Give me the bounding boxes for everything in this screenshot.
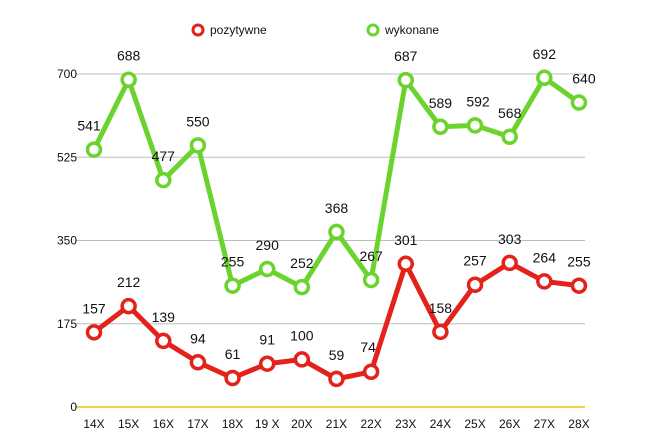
data-label: 257 <box>463 253 487 269</box>
legend-label: pozytywne <box>210 23 267 37</box>
data-label: 550 <box>186 113 210 129</box>
x-tick-label: 14X <box>83 417 104 431</box>
data-point <box>432 323 449 341</box>
data-point <box>328 370 345 388</box>
y-tick-label: 700 <box>57 67 77 81</box>
gridlines <box>75 73 585 325</box>
data-point <box>155 171 172 189</box>
data-point <box>466 276 484 293</box>
legend-item-wykonane: wykonane <box>366 23 439 37</box>
data-label: 592 <box>466 93 490 109</box>
data-label: 688 <box>117 48 141 64</box>
data-label: 59 <box>329 347 345 363</box>
data-point <box>397 255 415 273</box>
data-label: 252 <box>290 255 314 271</box>
data-point <box>224 277 241 294</box>
data-point <box>362 271 380 289</box>
data-point <box>397 71 415 89</box>
data-label: 157 <box>82 300 106 316</box>
data-label: 541 <box>77 118 101 134</box>
data-label: 301 <box>394 232 418 248</box>
y-tick-label: 525 <box>57 150 77 164</box>
data-point <box>155 332 172 350</box>
data-label: 692 <box>533 46 557 62</box>
data-point <box>501 128 518 146</box>
y-tick-label: 175 <box>57 317 77 331</box>
series-layer <box>85 69 588 388</box>
x-tick-label: 28X <box>568 417 589 431</box>
data-label: 139 <box>152 309 176 325</box>
data-point <box>293 278 311 296</box>
legend-item-pozytywne: pozytywne <box>191 23 267 37</box>
data-label: 100 <box>290 327 314 343</box>
legend-marker <box>366 23 380 37</box>
data-label: 91 <box>259 332 275 348</box>
x-tick-label: 23X <box>395 417 416 431</box>
x-tick-label: 19 X <box>255 417 280 431</box>
data-point <box>85 324 103 341</box>
data-label: 568 <box>498 105 522 121</box>
data-point <box>466 117 484 134</box>
data-point <box>293 351 311 368</box>
data-label: 267 <box>359 248 383 264</box>
y-axis-ticks: 0 175 350 525 700 <box>57 67 77 414</box>
legend-label: wykonane <box>384 23 439 37</box>
data-point <box>328 223 345 241</box>
data-point <box>224 369 241 387</box>
data-label: 687 <box>394 48 418 64</box>
data-label: 477 <box>152 148 176 164</box>
data-point <box>536 273 553 290</box>
data-point <box>189 354 207 371</box>
legend-marker <box>191 23 205 37</box>
x-tick-label: 25X <box>464 417 485 431</box>
data-label: 255 <box>567 254 591 270</box>
y-tick-label: 350 <box>57 234 77 248</box>
data-point <box>85 141 103 158</box>
legend: pozytywne wykonane <box>191 23 439 37</box>
data-label: 264 <box>533 249 557 265</box>
data-label: 212 <box>117 274 141 290</box>
data-point <box>570 277 588 294</box>
x-tick-label: 20X <box>291 417 312 431</box>
x-tick-label: 15X <box>118 417 139 431</box>
x-tick-label: 22X <box>360 417 381 431</box>
data-point <box>258 355 276 372</box>
x-tick-label: 26X <box>499 417 520 431</box>
series-pozytywne <box>85 254 588 388</box>
data-point <box>501 254 518 272</box>
data-point <box>120 71 137 88</box>
data-point <box>120 297 137 315</box>
data-label: 94 <box>190 330 206 346</box>
data-label: 158 <box>429 300 453 316</box>
x-tick-label: 17X <box>187 417 208 431</box>
data-point <box>570 94 588 111</box>
data-label: 290 <box>256 237 280 253</box>
x-tick-label: 18X <box>222 417 243 431</box>
data-point <box>258 260 276 278</box>
x-tick-label: 16X <box>153 417 174 431</box>
data-point <box>362 363 380 381</box>
data-point <box>432 118 449 136</box>
data-label: 255 <box>221 254 245 270</box>
series-wykonane <box>85 69 588 296</box>
data-labels-layer: 157 212 139 94 61 91 100 59 74 301 158 257 303 264 255… <box>77 46 596 363</box>
data-label: 368 <box>325 200 349 216</box>
data-label: 589 <box>429 95 453 111</box>
data-point <box>189 137 207 154</box>
data-label: 61 <box>225 346 241 362</box>
x-tick-label: 21X <box>326 417 347 431</box>
data-label: 640 <box>572 71 596 87</box>
y-tick-label: 0 <box>70 400 77 414</box>
data-label: 74 <box>360 339 376 355</box>
data-label: 303 <box>498 231 522 247</box>
data-point <box>536 69 553 87</box>
x-tick-label: 27X <box>534 417 555 431</box>
x-tick-label: 24X <box>430 417 451 431</box>
x-axis-ticks: 14X 15X 16X 17X 18X 19 X 20X 21X 22X 23X 24X 25X 26X… <box>83 417 589 431</box>
